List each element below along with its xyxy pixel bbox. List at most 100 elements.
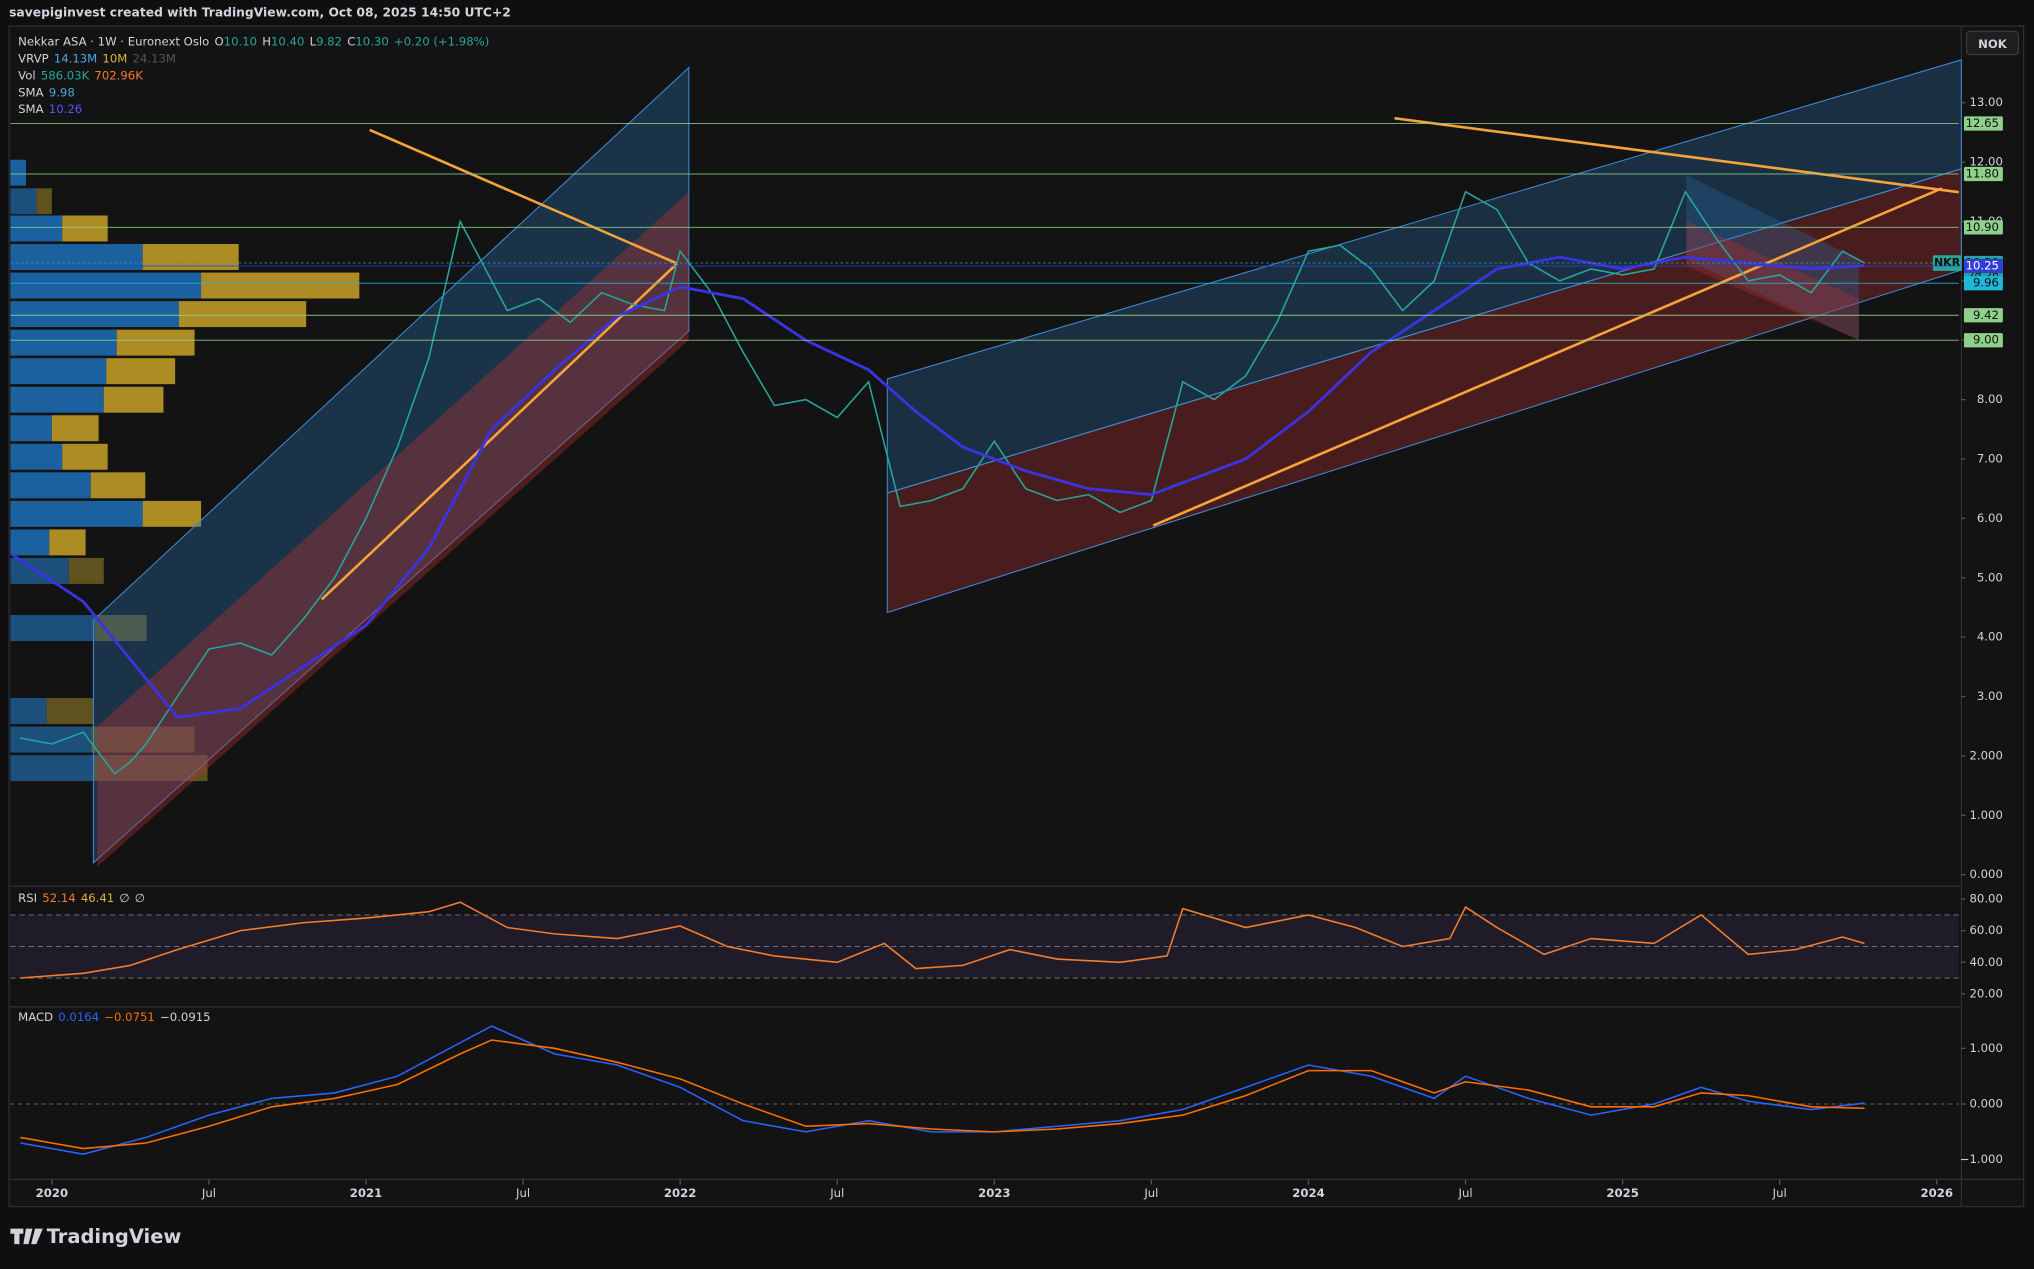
price-level-label: 10.25 xyxy=(1966,259,1999,273)
chart-frame xyxy=(8,25,2025,1208)
y-tick-label: 1.000 xyxy=(1969,808,2002,822)
x-tick-label: Jul xyxy=(201,1186,216,1200)
vp-bar xyxy=(106,358,176,385)
series-line xyxy=(20,190,1865,775)
pane-value: 0.0164 xyxy=(58,1010,99,1024)
y-tick-label: 3.00 xyxy=(1977,689,2003,703)
vrvp-name: VRVP xyxy=(18,51,48,65)
ohlc-value: 10.40 xyxy=(271,34,304,48)
ohlc-key: C xyxy=(347,34,355,48)
pane-legend: MACD 0.0164 −0.0751 −0.0915 xyxy=(18,1010,210,1024)
pane-value: ∅ xyxy=(119,890,129,904)
x-tick-label: Jul xyxy=(1143,1186,1158,1200)
brand-name: TradingView xyxy=(47,1225,182,1248)
y-tick-label: 1.000 xyxy=(1969,1041,2002,1055)
vp-bar xyxy=(142,500,202,527)
pane-legend: RSI 52.14 46.41 ∅ ∅ xyxy=(18,890,145,904)
ohlc-key: L xyxy=(310,34,317,48)
ohlc-value: 10.10 xyxy=(224,34,257,48)
y-tick-label: 7.00 xyxy=(1977,451,2003,465)
vp-bar xyxy=(49,529,86,556)
price-level-box xyxy=(1963,116,2003,131)
vp-bar xyxy=(10,329,117,356)
ohlc-value: 10.30 xyxy=(355,34,388,48)
y-tick-label: 6.00 xyxy=(1977,511,2003,525)
ohlc-key: O xyxy=(214,34,223,48)
y-tick-label: 4.00 xyxy=(1977,630,2003,644)
vp-bar xyxy=(62,215,108,242)
vp-bar xyxy=(46,698,94,725)
x-tick-label: 2024 xyxy=(1292,1186,1324,1200)
vp-bar xyxy=(10,358,107,385)
x-tick-label: 2023 xyxy=(978,1186,1010,1200)
series-line xyxy=(20,1025,1865,1155)
pane-value: ∅ xyxy=(135,890,145,904)
vp-bar xyxy=(179,301,307,328)
y-tick-label: 12.00 xyxy=(1969,155,2002,169)
brand: TradingView xyxy=(10,1225,181,1248)
vp-bar xyxy=(10,755,94,782)
channel-blue-small xyxy=(1686,175,1859,341)
y-tick-label: 20.00 xyxy=(1969,986,2002,1000)
y-tick-label: −1.000 xyxy=(1960,1152,2003,1166)
price-level-label: 12.65 xyxy=(1966,116,1999,130)
y-tick-label: 8.00 xyxy=(1977,392,2003,406)
x-tick-label: Jul xyxy=(1458,1186,1473,1200)
ohlc: O10.10 H10.40 L9.82 C10.30 xyxy=(214,34,388,48)
x-tick-label: Jul xyxy=(829,1186,844,1200)
y-tick-label: 5.00 xyxy=(1977,570,2003,584)
pane-title: MACD xyxy=(18,1010,53,1024)
sma-value: 10.26 xyxy=(49,102,82,116)
vp-bar xyxy=(10,529,50,556)
vp-bar xyxy=(10,472,91,499)
price-level-box xyxy=(1963,308,2003,323)
channel-red-small xyxy=(1686,220,1859,341)
pane-value: −0.0915 xyxy=(160,1010,211,1024)
vp-bar xyxy=(68,557,104,584)
symbol: Nekkar ASA · 1W · Euronext Oslo xyxy=(18,34,209,48)
vp-bar xyxy=(10,443,63,470)
symbol-tag xyxy=(1932,255,1962,271)
vp-bar xyxy=(10,415,52,442)
vrvp-value: 14.13M xyxy=(54,51,97,65)
legend-sma: SMA 9.98 xyxy=(18,85,75,99)
vp-bar xyxy=(51,415,99,442)
price-level-label: 9.42 xyxy=(1973,308,1999,322)
currency[interactable]: NOK xyxy=(1978,37,2008,51)
vol-value: 586.03K xyxy=(41,68,90,82)
x-tick-label: Jul xyxy=(515,1186,530,1200)
legend-sma: SMA 10.26 xyxy=(18,102,82,116)
vp-bar xyxy=(10,301,180,328)
vp-bar xyxy=(103,386,164,413)
trend-line xyxy=(1152,187,1943,527)
vol-name: Vol xyxy=(18,68,35,82)
vp-bar xyxy=(10,386,104,413)
x-tick-label: 2025 xyxy=(1606,1186,1638,1200)
vp-bar xyxy=(201,272,360,299)
y-tick-label: 13.00 xyxy=(1969,95,2002,109)
x-tick-label: 2026 xyxy=(1921,1186,1953,1200)
vp-bar xyxy=(10,500,143,527)
x-tick-label: 2022 xyxy=(664,1186,696,1200)
vol-value: 702.96K xyxy=(94,68,143,82)
y-tick-label: 80.00 xyxy=(1969,892,2002,906)
legend-vol: Vol 586.03K 702.96K xyxy=(18,68,143,82)
legend-main: Nekkar ASA · 1W · Euronext Oslo O10.10 H10… xyxy=(18,34,489,48)
price-level-label: 10.90 xyxy=(1966,220,1999,234)
pane-value: −0.0751 xyxy=(104,1010,155,1024)
currency-button[interactable] xyxy=(1965,30,2020,56)
trend-line xyxy=(1394,116,1959,194)
ohlc-key: H xyxy=(262,34,271,48)
vp-bar xyxy=(10,726,91,753)
change: +0.20 (+1.98%) xyxy=(394,34,489,48)
x-tick-label: 2020 xyxy=(36,1186,68,1200)
price-level-label: 9.00 xyxy=(1973,333,1999,347)
sma-name: SMA xyxy=(18,102,43,116)
ohlc-value: 9.82 xyxy=(316,34,342,48)
trend-line xyxy=(369,128,678,265)
brand-logo xyxy=(10,1228,43,1245)
x-tick-label: Jul xyxy=(1772,1186,1787,1200)
series-line xyxy=(20,901,1865,979)
vp-bar xyxy=(10,188,37,215)
